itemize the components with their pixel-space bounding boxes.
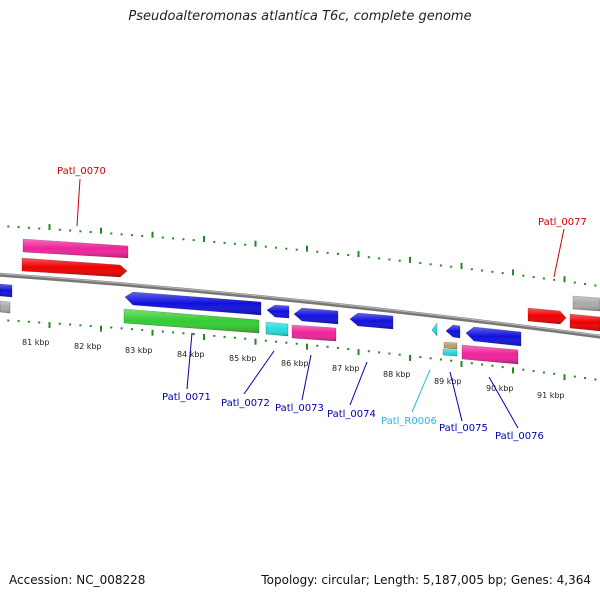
gene-label-patl-0072[interactable]: Patl_0072 [221,398,270,409]
gene-patl-0073[interactable] [291,324,337,342]
gene-shading [267,305,289,318]
gene-blue-small-2[interactable] [293,307,339,325]
gene-right-gray[interactable] [572,295,600,312]
scale-label: 82 kbp [74,342,102,351]
gene-shading [124,309,259,333]
gene-label-patl-0074[interactable]: Patl_0074 [327,409,376,420]
gene-patl-0077[interactable] [527,307,567,325]
gene-shading [443,349,457,356]
gene-shading [23,239,128,258]
gene-labels: Patl_0070 Patl_0077 Patl_0071 Patl_0072 … [57,166,587,442]
gene-label-patl-0070[interactable]: Patl_0070 [57,166,106,177]
gene-patl-0070[interactable] [21,257,128,278]
gene-label-patl-0077[interactable]: Patl_0077 [538,217,587,228]
gene-shading [294,308,338,324]
gene-shading [125,292,261,315]
scale-label: 91 kbp [537,391,565,400]
gene-shading [570,314,600,331]
gene-patl-0071[interactable] [123,308,260,334]
gene-blue-small-4[interactable] [465,326,522,347]
gene-patl-0076[interactable] [461,344,519,365]
gene-shading [446,325,460,338]
scale-label: 85 kbp [229,354,257,363]
scale-label: 88 kbp [383,370,411,379]
genome-backbone [0,272,600,339]
gene-features [0,238,600,365]
gene-label-patl-0076[interactable]: Patl_0076 [495,431,544,442]
gene-patl-0070-upper[interactable] [22,238,129,259]
genome-backbone-highlight [0,273,600,337]
scale-label: 86 kbp [281,359,309,368]
gene-patl-0072[interactable] [265,321,289,337]
tick-row-bottom [7,319,597,381]
gene-shading [573,296,600,311]
gene-patl-0075[interactable] [442,348,458,357]
map-title: Pseudoalteromonas atlantica T6c, complet… [128,9,472,24]
gene-label-patl-0073[interactable]: Patl_0073 [275,403,324,414]
gene-tan-small[interactable] [443,341,458,350]
scale-label: 84 kbp [177,350,205,359]
gene-label-patl-r0006[interactable]: Patl_R0006 [381,416,437,427]
gene-shading [266,322,288,336]
gene-shading [432,323,437,336]
gene-shading [0,301,10,313]
gene-shading [22,258,127,277]
scale-label: 81 kbp [22,338,50,347]
gene-shading [444,342,457,349]
gene-patl-r0006[interactable] [431,322,438,337]
gene-left-edge-gray[interactable] [0,300,11,314]
gene-shading [0,284,12,297]
gene-patl-0071-blue[interactable] [124,291,262,316]
scale-labels: 81 kbp 82 kbp 83 kbp 84 kbp 85 kbp 86 kb… [22,338,565,400]
gene-label-patl-0075[interactable]: Patl_0075 [439,423,488,434]
scale-label: 90 kbp [486,384,514,393]
gene-shading [528,308,566,324]
scale-label: 87 kbp [332,364,360,373]
label-leader-lines [76,178,565,429]
topology-summary: Topology: circular; Length: 5,187,005 bp… [261,573,591,587]
gene-patl-0074[interactable] [349,312,394,330]
gene-shading [462,345,518,364]
gene-right-red[interactable] [569,313,600,332]
gene-shading [350,313,393,329]
gene-label-patl-0071[interactable]: Patl_0071 [162,392,211,403]
gene-blue-small-3[interactable] [445,324,461,339]
gene-blue-small-1[interactable] [266,304,290,319]
gene-shading [292,325,336,341]
scale-label: 83 kbp [125,346,153,355]
tick-row-top [7,224,597,287]
scale-label: 89 kbp [434,377,462,386]
accession-text: Accession: NC_008228 [9,573,146,587]
gene-shading [466,327,521,346]
gene-left-edge-blue[interactable] [0,283,13,298]
